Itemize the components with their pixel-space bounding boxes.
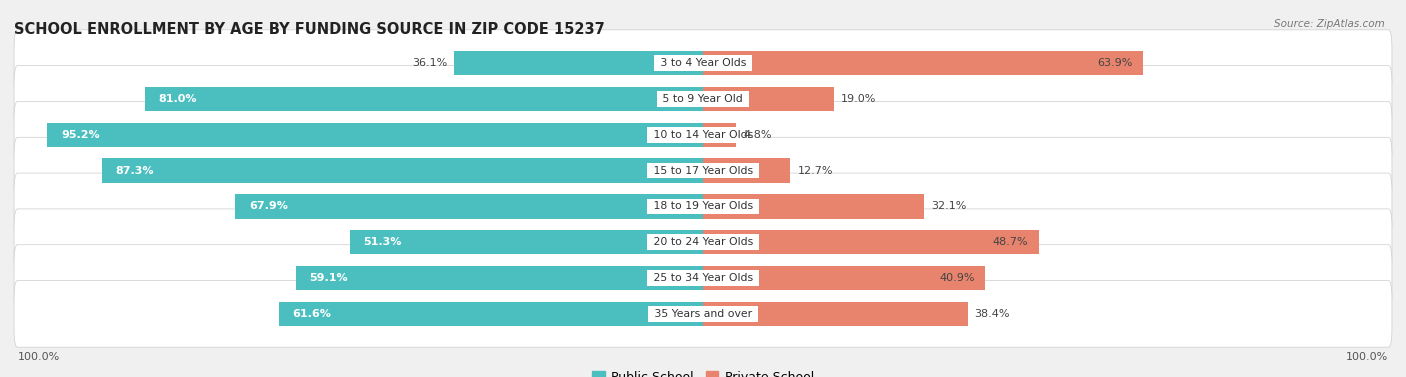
Text: 18 to 19 Year Olds: 18 to 19 Year Olds xyxy=(650,201,756,211)
Text: 3 to 4 Year Olds: 3 to 4 Year Olds xyxy=(657,58,749,68)
Legend: Public School, Private School: Public School, Private School xyxy=(588,366,818,377)
Bar xyxy=(703,266,984,290)
Bar xyxy=(703,123,737,147)
Text: 48.7%: 48.7% xyxy=(993,237,1028,247)
Bar xyxy=(48,123,703,147)
FancyBboxPatch shape xyxy=(14,173,1392,240)
Text: Source: ZipAtlas.com: Source: ZipAtlas.com xyxy=(1274,19,1385,29)
Text: 35 Years and over: 35 Years and over xyxy=(651,309,755,319)
Bar xyxy=(703,230,1039,254)
FancyBboxPatch shape xyxy=(14,209,1392,276)
Text: 40.9%: 40.9% xyxy=(939,273,974,283)
Text: 51.3%: 51.3% xyxy=(363,237,402,247)
FancyBboxPatch shape xyxy=(14,245,1392,311)
FancyBboxPatch shape xyxy=(14,30,1392,97)
Text: 10 to 14 Year Olds: 10 to 14 Year Olds xyxy=(650,130,756,140)
Text: 25 to 34 Year Olds: 25 to 34 Year Olds xyxy=(650,273,756,283)
Bar xyxy=(101,158,703,183)
Text: 38.4%: 38.4% xyxy=(974,309,1010,319)
Bar xyxy=(703,51,1143,75)
Text: 61.6%: 61.6% xyxy=(292,309,332,319)
Bar xyxy=(350,230,703,254)
Text: 15 to 17 Year Olds: 15 to 17 Year Olds xyxy=(650,166,756,176)
FancyBboxPatch shape xyxy=(14,101,1392,168)
Bar xyxy=(703,194,924,219)
Text: 59.1%: 59.1% xyxy=(309,273,349,283)
Bar xyxy=(703,158,790,183)
Bar xyxy=(145,87,703,111)
Text: 95.2%: 95.2% xyxy=(60,130,100,140)
FancyBboxPatch shape xyxy=(14,137,1392,204)
Text: SCHOOL ENROLLMENT BY AGE BY FUNDING SOURCE IN ZIP CODE 15237: SCHOOL ENROLLMENT BY AGE BY FUNDING SOUR… xyxy=(14,22,605,37)
Text: 19.0%: 19.0% xyxy=(841,94,876,104)
Bar xyxy=(703,302,967,326)
Text: 87.3%: 87.3% xyxy=(115,166,153,176)
FancyBboxPatch shape xyxy=(14,280,1392,347)
Text: 32.1%: 32.1% xyxy=(931,201,966,211)
Text: 100.0%: 100.0% xyxy=(1346,352,1388,362)
Text: 36.1%: 36.1% xyxy=(412,58,447,68)
Text: 63.9%: 63.9% xyxy=(1098,58,1133,68)
Bar xyxy=(235,194,703,219)
Text: 20 to 24 Year Olds: 20 to 24 Year Olds xyxy=(650,237,756,247)
Bar xyxy=(703,87,834,111)
Text: 67.9%: 67.9% xyxy=(249,201,288,211)
Text: 5 to 9 Year Old: 5 to 9 Year Old xyxy=(659,94,747,104)
Text: 4.8%: 4.8% xyxy=(742,130,772,140)
Text: 81.0%: 81.0% xyxy=(159,94,197,104)
Bar xyxy=(278,302,703,326)
Bar xyxy=(295,266,703,290)
Text: 12.7%: 12.7% xyxy=(797,166,832,176)
Bar xyxy=(454,51,703,75)
Text: 100.0%: 100.0% xyxy=(18,352,60,362)
FancyBboxPatch shape xyxy=(14,66,1392,132)
